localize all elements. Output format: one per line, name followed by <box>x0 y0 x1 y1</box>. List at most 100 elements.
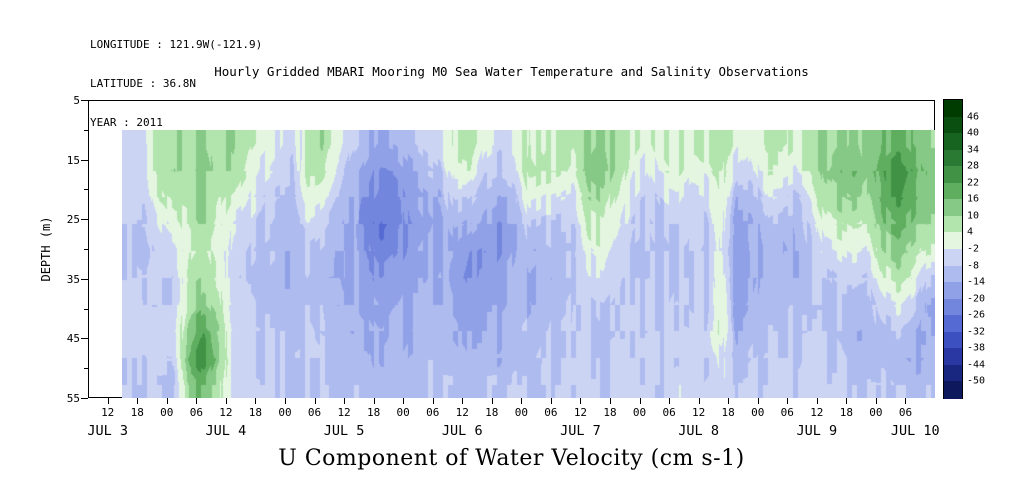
x-tick <box>698 398 700 404</box>
colorbar-label: -8 <box>967 260 980 272</box>
x-tick <box>816 398 818 404</box>
x-tick-label: 06 <box>780 406 794 419</box>
x-tick-label: 00 <box>396 406 410 419</box>
colorbar-band <box>944 149 962 167</box>
colorbar-band <box>944 199 962 217</box>
colorbar-label: -38 <box>967 342 986 354</box>
x-tick <box>137 398 139 404</box>
x-tick-label: 06 <box>662 406 676 419</box>
x-day-label: JUL 4 <box>205 423 247 439</box>
x-day-label: JUL 3 <box>87 423 129 439</box>
colorbar-band <box>944 100 962 118</box>
x-tick <box>403 398 405 404</box>
x-tick-label: 06 <box>189 406 203 419</box>
x-tick-label: 00 <box>160 406 174 419</box>
plot-title: Hourly Gridded MBARI Mooring M0 Sea Wate… <box>214 64 809 79</box>
colorbar-band <box>944 282 962 300</box>
y-tick <box>84 308 88 310</box>
colorbar-label: 46 <box>967 111 980 123</box>
x-tick-label: 06 <box>426 406 440 419</box>
x-tick <box>344 398 346 404</box>
x-tick <box>669 398 671 404</box>
y-tick-label: 15 <box>66 153 80 167</box>
x-tick-label: 18 <box>248 406 263 419</box>
colorbar-band <box>944 116 962 134</box>
x-tick <box>432 398 434 404</box>
x-tick-label: 06 <box>544 406 558 419</box>
colorbar-band <box>944 133 962 151</box>
x-tick-label: 12 <box>101 406 115 419</box>
colorbar-band <box>944 166 962 184</box>
x-tick <box>107 398 109 404</box>
x-tick <box>491 398 493 404</box>
colorbar-label: -44 <box>967 359 986 371</box>
x-tick-label: 00 <box>869 406 883 419</box>
x-tick <box>757 398 759 404</box>
colorbar-label: -14 <box>967 276 986 288</box>
y-tick <box>81 100 88 101</box>
x-tick-label: 18 <box>366 406 381 419</box>
colorbar-label: 10 <box>967 210 980 222</box>
y-tick-label: 35 <box>66 272 80 286</box>
x-day-label: JUL 8 <box>678 423 719 439</box>
x-tick-label: 18 <box>130 406 144 419</box>
y-tick <box>81 159 88 161</box>
x-tick <box>255 398 257 404</box>
x-tick <box>166 398 168 404</box>
colorbar-label: 40 <box>967 127 980 139</box>
colorbar-label: -2 <box>967 243 980 255</box>
latitude-label: LATITUDE : 36.8N <box>90 77 196 90</box>
colorbar-label: -50 <box>967 375 986 387</box>
colorbar-band <box>944 381 962 399</box>
y-tick-label: 25 <box>66 213 80 227</box>
y-tick-label: 55 <box>66 392 80 405</box>
x-day-label: JUL 10 <box>890 423 940 439</box>
x-tick-label: 12 <box>692 406 706 419</box>
colorbar-label: -20 <box>967 293 986 305</box>
x-tick-label: 00 <box>514 406 528 419</box>
y-tick-label: 45 <box>66 332 80 346</box>
colorbar-label: 28 <box>967 160 980 172</box>
caption: U Component of Water Velocity (cm s-1) <box>278 446 745 471</box>
x-tick-label: 00 <box>632 406 647 419</box>
x-day-label: JUL 9 <box>796 423 838 439</box>
y-tick-label: 5 <box>73 94 80 107</box>
colorbar-band <box>944 364 962 383</box>
x-tick <box>728 398 730 404</box>
y-tick <box>81 398 88 399</box>
x-tick-label: 06 <box>307 406 322 419</box>
longitude-label: LONGITUDE : 121.9W(-121.9) <box>90 38 263 51</box>
colorbar-label: 34 <box>967 144 980 156</box>
x-tick <box>462 398 464 404</box>
coordinates-header: LONGITUDE : 121.9W(-121.9) LATITUDE : 36… <box>90 12 262 155</box>
colorbar-band <box>944 249 962 267</box>
x-tick-label: 18 <box>721 406 735 419</box>
x-tick-label: 06 <box>898 406 913 419</box>
x-tick <box>905 398 907 404</box>
x-tick <box>225 398 227 404</box>
x-tick <box>609 398 611 404</box>
colorbar-band <box>944 232 962 250</box>
heatmap-canvas <box>122 129 936 398</box>
x-day-label: JUL 5 <box>323 423 365 439</box>
colorbar-band <box>944 265 962 283</box>
y-tick <box>84 249 88 250</box>
year-label: YEAR : 2011 <box>90 116 163 129</box>
x-tick-label: 12 <box>455 406 469 419</box>
x-tick-label: 12 <box>337 406 351 419</box>
colorbar-band <box>944 331 962 349</box>
y-tick <box>81 338 88 340</box>
colorbar-label: -32 <box>967 326 986 338</box>
x-day-label: JUL 7 <box>560 423 601 439</box>
x-tick <box>284 398 286 404</box>
x-tick <box>196 398 198 404</box>
colorbar-label: 4 <box>967 226 974 238</box>
x-tick <box>639 398 641 404</box>
x-tick <box>580 398 582 404</box>
x-tick-label: 12 <box>219 406 233 419</box>
x-day-label: JUL 6 <box>441 423 483 439</box>
y-tick <box>84 129 88 131</box>
x-tick-label: 18 <box>603 406 617 419</box>
y-tick <box>84 368 88 370</box>
